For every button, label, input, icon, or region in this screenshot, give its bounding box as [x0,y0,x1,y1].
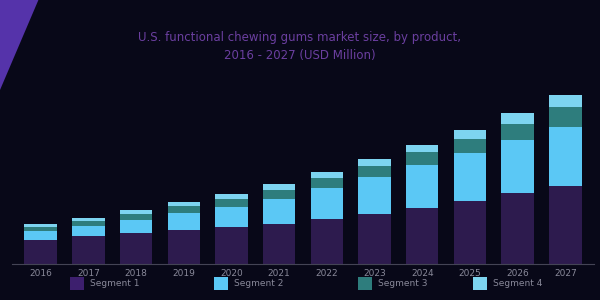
Bar [549,95,581,107]
Bar [215,227,248,264]
Bar [25,224,57,227]
Bar [215,207,248,227]
Bar [358,166,391,177]
Bar [502,124,534,140]
Text: Segment 1: Segment 1 [90,279,139,288]
Bar [406,152,439,165]
Bar [72,226,104,236]
Bar [358,277,372,290]
Bar [454,153,486,201]
Bar [473,277,487,290]
Bar [311,178,343,188]
Text: U.S. functional chewing gums market size, by product,
2016 - 2027 (USD Million): U.S. functional chewing gums market size… [139,31,461,62]
Polygon shape [0,0,38,90]
Bar [549,186,581,264]
Bar [120,210,152,214]
Bar [70,277,84,290]
Bar [167,202,200,206]
Bar [454,139,486,153]
Bar [215,194,248,199]
Bar [120,214,152,220]
Bar [263,184,295,190]
Bar [167,230,200,264]
Bar [311,172,343,178]
Bar [406,208,439,264]
Bar [25,227,57,231]
Bar [120,233,152,264]
Text: Segment 4: Segment 4 [493,279,542,288]
Bar [167,206,200,213]
Bar [167,213,200,230]
Bar [406,145,439,152]
Bar [454,201,486,264]
Bar [311,188,343,219]
Bar [215,199,248,207]
Bar [502,140,534,193]
Bar [358,177,391,214]
Text: Segment 3: Segment 3 [378,279,427,288]
Bar [549,127,581,186]
Text: Segment 2: Segment 2 [234,279,283,288]
Bar [358,214,391,264]
Bar [549,107,581,127]
Bar [502,113,534,124]
Bar [72,236,104,264]
Bar [263,224,295,264]
Bar [120,220,152,233]
Bar [358,159,391,166]
Bar [454,130,486,139]
Bar [406,165,439,208]
Bar [263,199,295,224]
Bar [72,218,104,221]
Bar [311,219,343,264]
Bar [502,193,534,264]
Bar [25,231,57,240]
Bar [25,240,57,264]
Bar [263,190,295,199]
Bar [72,221,104,226]
Bar [214,277,228,290]
